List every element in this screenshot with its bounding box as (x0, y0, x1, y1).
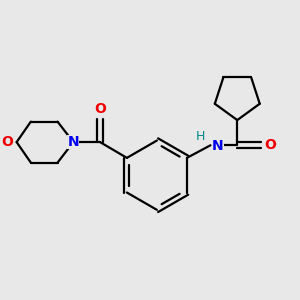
Text: O: O (94, 102, 106, 116)
Text: N: N (212, 139, 224, 153)
Text: H: H (196, 130, 205, 143)
Text: O: O (1, 135, 13, 149)
Text: O: O (264, 138, 276, 152)
Text: N: N (68, 135, 79, 149)
